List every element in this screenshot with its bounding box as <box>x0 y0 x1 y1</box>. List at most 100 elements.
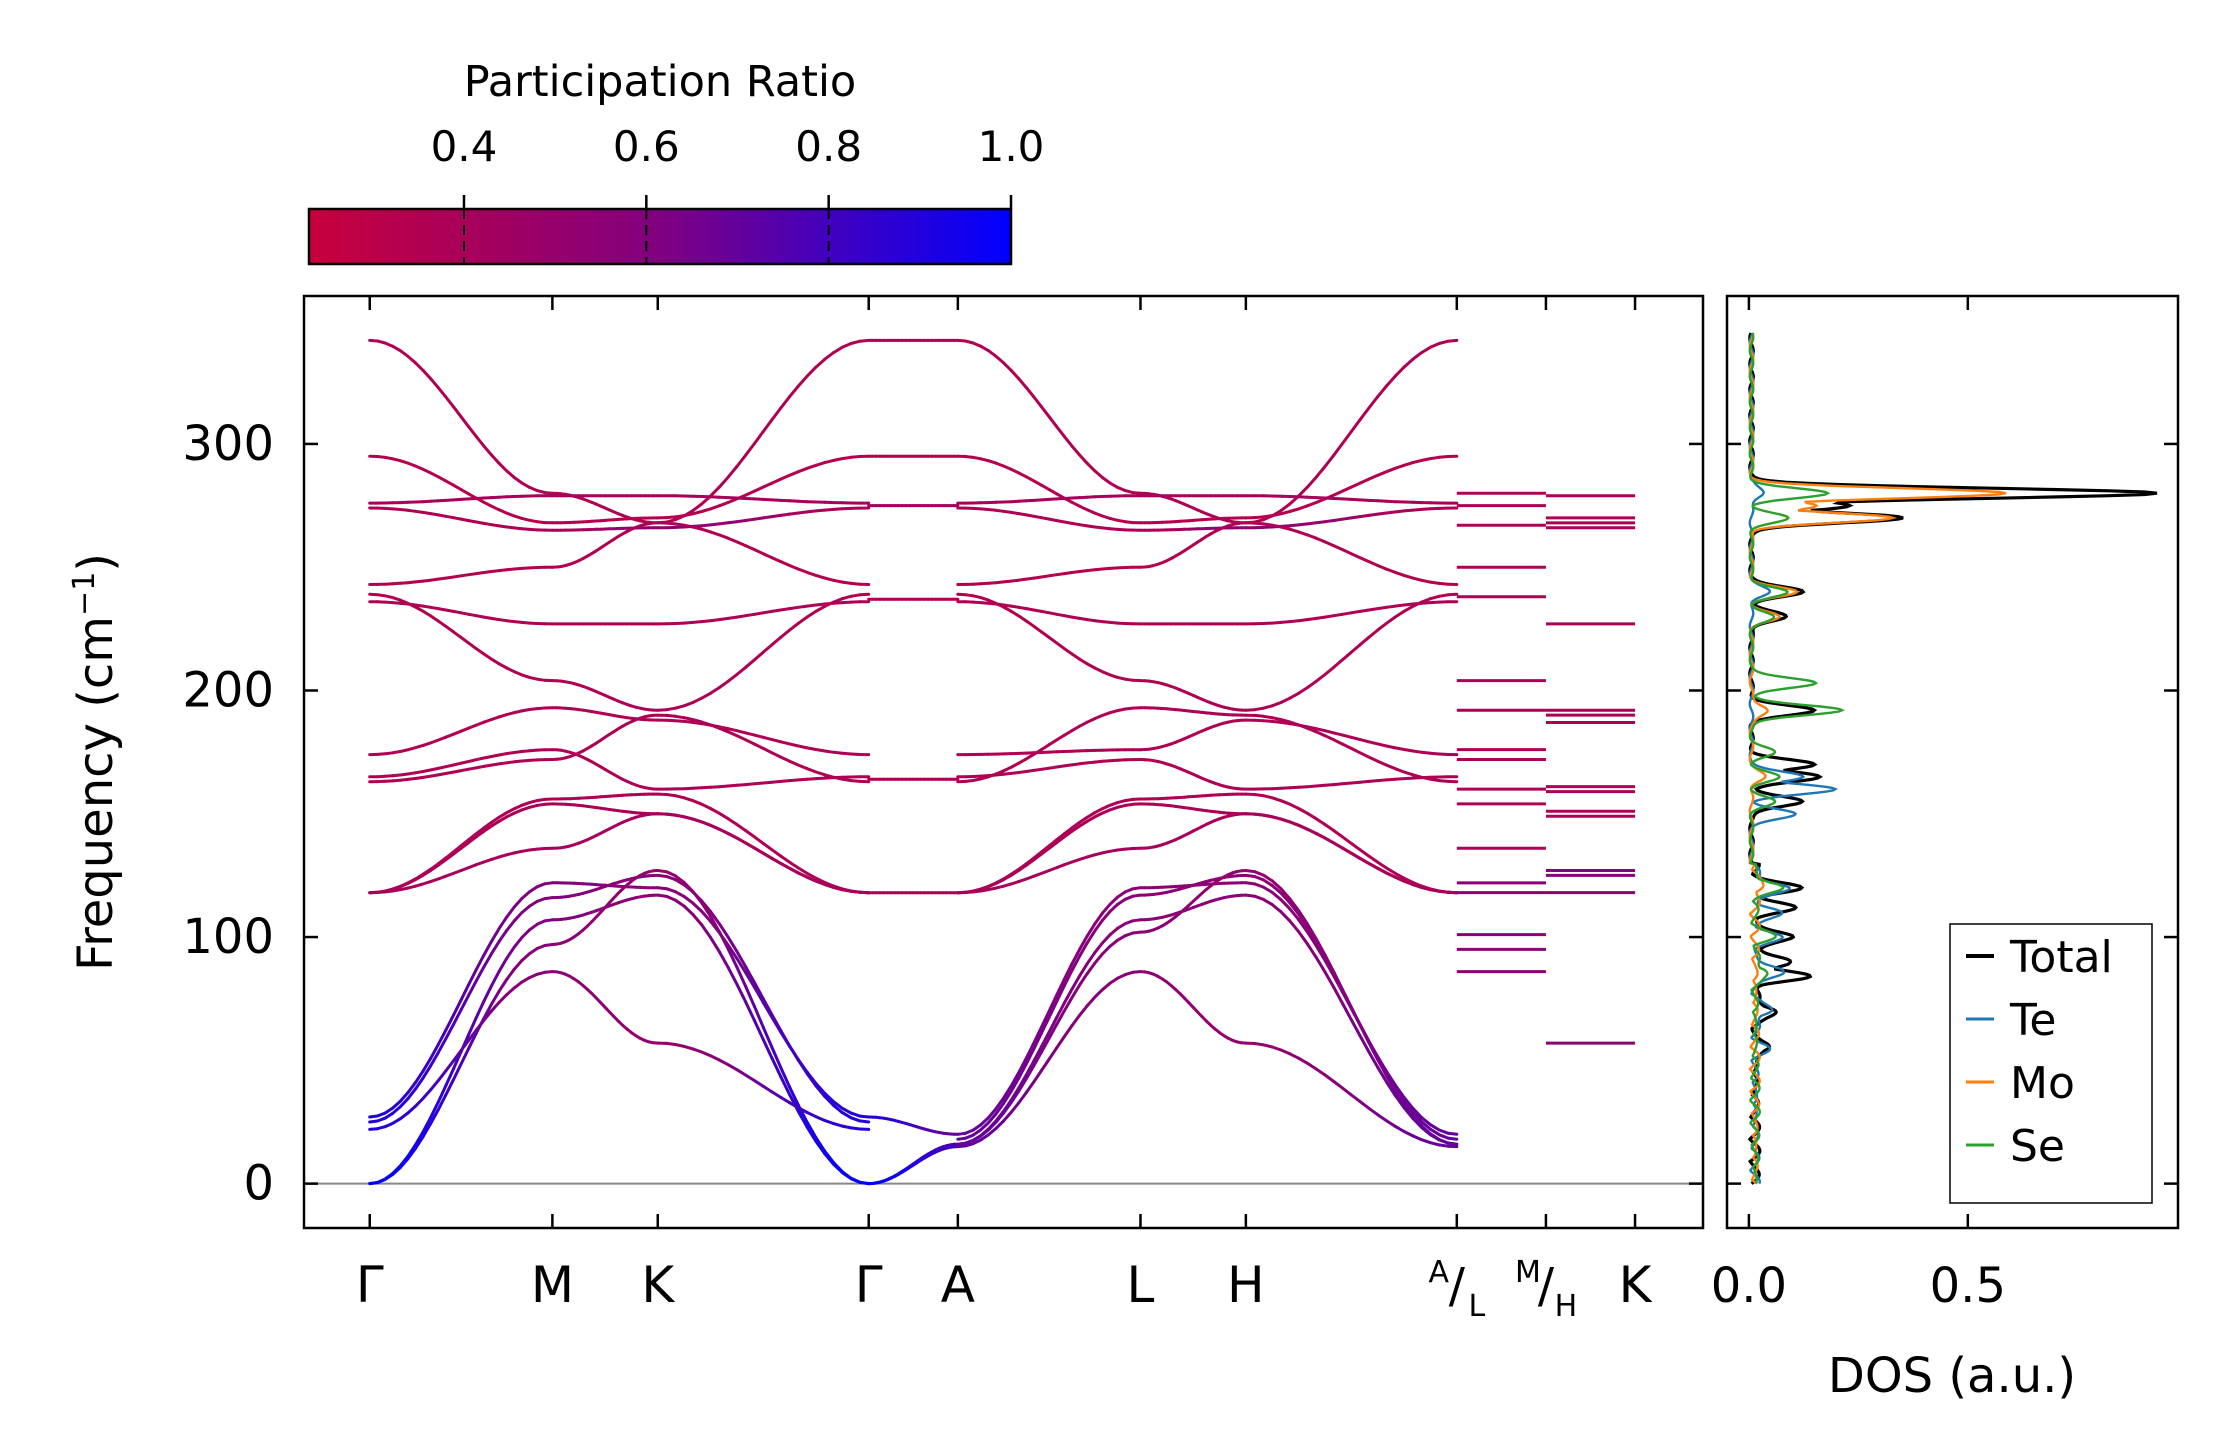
x-tick-label-slash: / <box>1449 1258 1466 1314</box>
main-x-ticks: Γ M K Γ A L H A / LM/H K <box>356 296 1653 1324</box>
dos-ticks: 0.0 0.5 <box>1711 296 2178 1314</box>
band-branch-segment <box>956 930 1142 1146</box>
band-plot-frame <box>302 294 1705 1230</box>
band-branch-segment <box>1139 758 1248 791</box>
band-branch-segment <box>1139 869 1248 934</box>
band-branch-segment <box>1244 713 1459 784</box>
band-branch-segment <box>550 812 660 850</box>
x-tick-label: L <box>1127 1256 1155 1314</box>
band-branch-segment <box>956 592 1142 683</box>
band-branch-segment <box>656 718 871 757</box>
band-branch-segment <box>956 846 1142 895</box>
band-branch-segment <box>1244 869 1459 1146</box>
x-tick-label-composite: A / L <box>1429 1255 1486 1324</box>
colorbar-title: Participation Ratio <box>464 57 857 107</box>
band-branch-segment <box>1244 494 1459 505</box>
band-branch-segment <box>1244 775 1459 791</box>
legend-box <box>1949 923 2153 1204</box>
x-tick-label-sup: A <box>1429 1255 1450 1290</box>
band-branch-segment <box>1139 706 1248 717</box>
band-branch-segment <box>1244 893 1459 1146</box>
band-branch-segment <box>1139 812 1248 850</box>
x-tick-label: Γ <box>855 1256 883 1314</box>
colorbar-tick-label: 0.6 <box>613 122 680 171</box>
band-branch-segment <box>368 454 554 525</box>
band-branch-segment <box>956 886 1142 1136</box>
legend-items: Total Te Mo Se <box>1966 932 2113 1172</box>
band-branch-segment <box>1139 526 1248 532</box>
band-branch-segment <box>656 494 871 505</box>
band-branch-segment <box>550 706 660 722</box>
band-branch-segment <box>368 565 554 586</box>
band-branch-segment <box>1139 718 1248 752</box>
band-branch-segment <box>1139 521 1248 569</box>
band-branch-segment <box>956 506 1142 532</box>
band-branch-segment <box>656 600 871 626</box>
band-branch-segment <box>368 748 554 779</box>
band-branch-segment <box>550 713 660 761</box>
band-branch-segment <box>1139 792 1248 801</box>
band-branch-segment <box>368 338 554 495</box>
dos-series-total <box>1747 332 2158 1185</box>
band-branch-segment <box>550 802 660 816</box>
band-branch-segment <box>368 881 554 1119</box>
band-branch-segment <box>956 494 1142 505</box>
x-tick-label-sup: M <box>1515 1255 1541 1290</box>
x-tick-label-slash: / <box>1538 1258 1555 1314</box>
x-tick-label: M <box>531 1256 574 1314</box>
band-lines <box>304 338 1703 1186</box>
band-branch-segment <box>368 896 554 1124</box>
band-branch-segment <box>656 869 871 1186</box>
band-branch-segment <box>956 706 1142 784</box>
band-branch-segment <box>550 869 660 946</box>
band-branch-segment <box>956 565 1142 586</box>
x-tick-label: H <box>1227 1256 1265 1314</box>
band-branch-segment <box>867 1115 960 1136</box>
dos-plot-frame <box>1725 294 2180 1230</box>
band-branch-segment <box>956 454 1142 525</box>
colorbar-tick-label: 0.8 <box>795 122 862 171</box>
band-branch-segment <box>368 802 554 895</box>
band-branch-segment <box>368 600 554 626</box>
band-branch-segment <box>1139 802 1248 816</box>
colorbar-tick-label: 0.4 <box>431 122 498 171</box>
band-branch-segment <box>656 521 871 586</box>
x-tick-label-composite: M/H <box>1515 1255 1577 1324</box>
y-tick-label: 300 <box>182 416 274 472</box>
band-branch-segment <box>656 792 871 895</box>
band-branch-segment <box>368 494 554 505</box>
band-branch-segment <box>956 802 1142 895</box>
legend-label-te: Te <box>2009 995 2056 1046</box>
band-branch-segment <box>550 792 660 801</box>
x-tick-label: K <box>1619 1256 1653 1314</box>
x-tick-label: A <box>941 1256 975 1314</box>
band-branch-segment <box>368 943 554 1186</box>
colorbar-ticks: 0.4 0.6 0.8 1.0 <box>431 122 1045 264</box>
colorbar-tick-label: 1.0 <box>978 122 1045 171</box>
band-branch-segment <box>550 748 660 791</box>
main-y-ticks: 0 100 200 300 <box>182 416 1703 1212</box>
band-branch-segment <box>656 775 871 791</box>
band-branch-segment <box>1244 812 1459 895</box>
band-branch-segment <box>368 758 554 784</box>
x-tick-label: Γ <box>356 1256 384 1314</box>
band-branch-segment <box>656 893 871 1186</box>
band-branch-segment <box>656 812 871 895</box>
dos-x-axis-label: DOS (a.u.) <box>1828 1348 2076 1404</box>
y-tick-label: 100 <box>182 909 274 965</box>
band-branch-segment <box>656 338 871 525</box>
legend-label-mo: Mo <box>2010 1058 2075 1109</box>
dos-x-tick-label: 0.5 <box>1930 1258 2006 1314</box>
legend-label-se: Se <box>2010 1121 2065 1172</box>
band-branch-segment <box>550 516 660 525</box>
band-branch-segment <box>956 797 1142 895</box>
band-branch-segment <box>1244 600 1459 626</box>
band-branch-segment <box>1244 506 1459 530</box>
band-branch-segment <box>368 797 554 895</box>
band-branch-segment <box>656 1041 871 1131</box>
band-branch-segment <box>1244 792 1459 895</box>
dos-lines <box>1747 332 2158 1185</box>
band-branch-segment <box>368 970 554 1131</box>
